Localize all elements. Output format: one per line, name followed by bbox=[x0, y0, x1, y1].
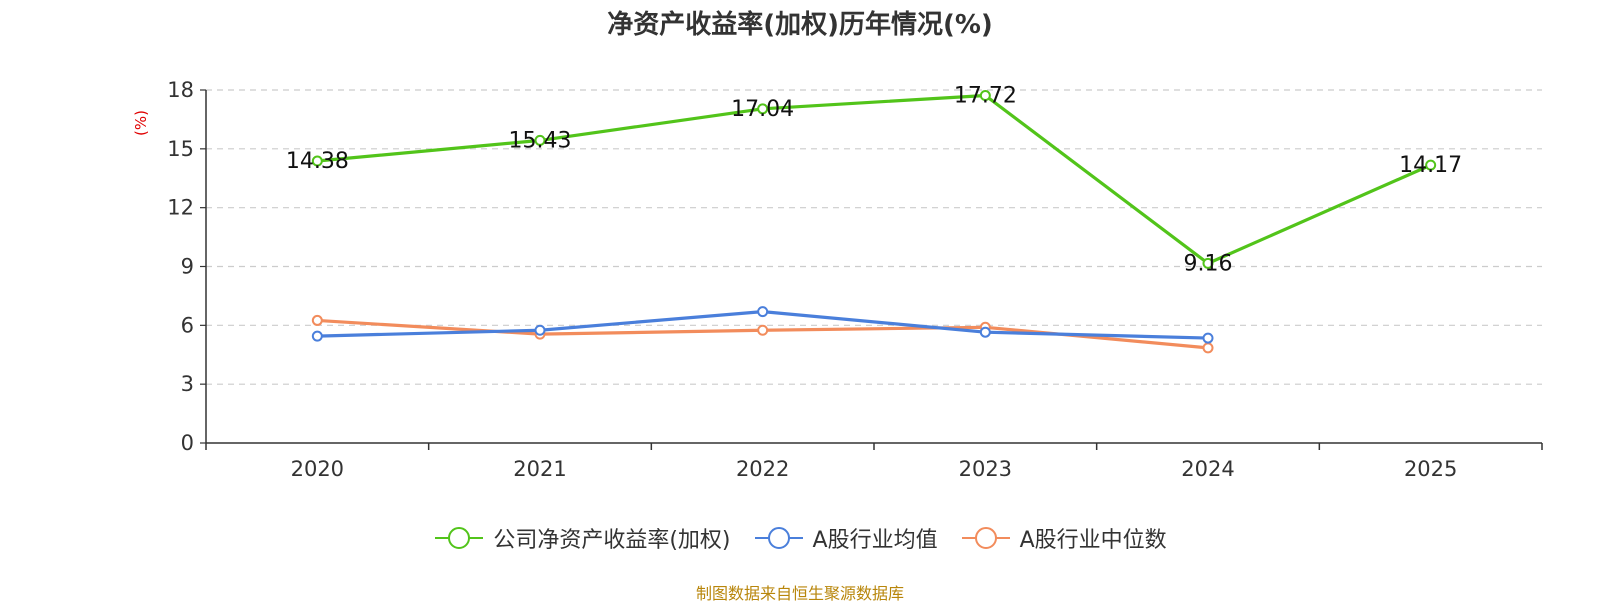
y-tick-label: 3 bbox=[181, 372, 194, 396]
point-1-2021 bbox=[534, 324, 546, 336]
point-1-2022 bbox=[757, 306, 769, 318]
legend-item-0[interactable]: 公司净资产收益率(加权) bbox=[433, 522, 731, 554]
y-tick-label: 0 bbox=[181, 431, 194, 455]
y-tick-label: 15 bbox=[167, 137, 194, 161]
data-label-2023: 17.72 bbox=[954, 83, 1017, 108]
line-chart: 0 3 6 9 12 15 18 2020 2021 2022 2023 2024 2025 (%) 1… bbox=[132, 78, 1543, 481]
point-0-2024 bbox=[1202, 257, 1214, 269]
legend-circle bbox=[448, 527, 471, 549]
point-0-2022 bbox=[757, 103, 769, 115]
data-label-2022: 17.04 bbox=[731, 97, 794, 122]
legend: 公司净资产收益率(加权) A股行业均值 A股行业中位数 bbox=[0, 520, 1600, 556]
x-tick-label-2022: 2022 bbox=[736, 457, 789, 481]
point-2-2022 bbox=[757, 324, 769, 336]
data-label-2021: 15.43 bbox=[509, 128, 572, 153]
x-tick-label-2021: 2021 bbox=[513, 457, 566, 481]
point-1-2024 bbox=[1202, 332, 1214, 344]
series bbox=[311, 89, 1437, 354]
legend-circle bbox=[974, 527, 997, 549]
legend-label: A股行业均值 bbox=[812, 528, 938, 553]
point-0-2023 bbox=[979, 89, 991, 101]
point-1-2023 bbox=[979, 326, 991, 338]
point-1-2020 bbox=[311, 330, 323, 342]
legend-marker-icon bbox=[961, 527, 1010, 549]
data-label-2024: 9.16 bbox=[1184, 251, 1233, 276]
data-label-2025: 14.17 bbox=[1399, 153, 1462, 178]
x-tick-label-2025: 2025 bbox=[1404, 457, 1457, 481]
chart-title: 净资产收益率(加权)历年情况(%) bbox=[607, 10, 993, 40]
y-axis-label: (%) bbox=[132, 110, 150, 136]
y-tick-label: 12 bbox=[167, 196, 194, 220]
y-tick-label: 18 bbox=[167, 78, 194, 102]
x-tick-label-2020: 2020 bbox=[291, 457, 344, 481]
series-line-0 bbox=[317, 93, 1432, 265]
point-0-2021 bbox=[534, 134, 546, 146]
data-labels: 14.38 15.43 17.04 17.72 9.16 14.17 bbox=[286, 83, 1462, 276]
axes: 0 3 6 9 12 15 18 2020 2021 2022 2023 2024 2025 bbox=[167, 78, 1543, 481]
source-note: 制图数据来自恒生聚源数据库 bbox=[695, 584, 904, 603]
legend-marker-icon bbox=[435, 527, 484, 549]
x-tick-label-2023: 2023 bbox=[959, 457, 1012, 481]
grid-lines bbox=[206, 89, 1542, 385]
legend-item-2[interactable]: A股行业中位数 bbox=[960, 522, 1167, 554]
legend-circle bbox=[767, 527, 790, 549]
point-2-2020 bbox=[311, 314, 323, 326]
data-label-2020: 14.38 bbox=[286, 149, 349, 174]
x-tick-label-2024: 2024 bbox=[1181, 457, 1234, 481]
legend-label: 公司净资产收益率(加权) bbox=[493, 528, 731, 553]
legend-item-1[interactable]: A股行业均值 bbox=[753, 522, 938, 554]
y-tick-label: 9 bbox=[181, 255, 194, 279]
point-0-2025 bbox=[1425, 159, 1437, 171]
y-tick-label: 6 bbox=[181, 313, 194, 337]
legend-label: A股行业中位数 bbox=[1019, 528, 1167, 553]
legend-marker-icon bbox=[754, 527, 803, 549]
point-2-2024 bbox=[1202, 342, 1214, 354]
point-0-2020 bbox=[311, 155, 323, 167]
